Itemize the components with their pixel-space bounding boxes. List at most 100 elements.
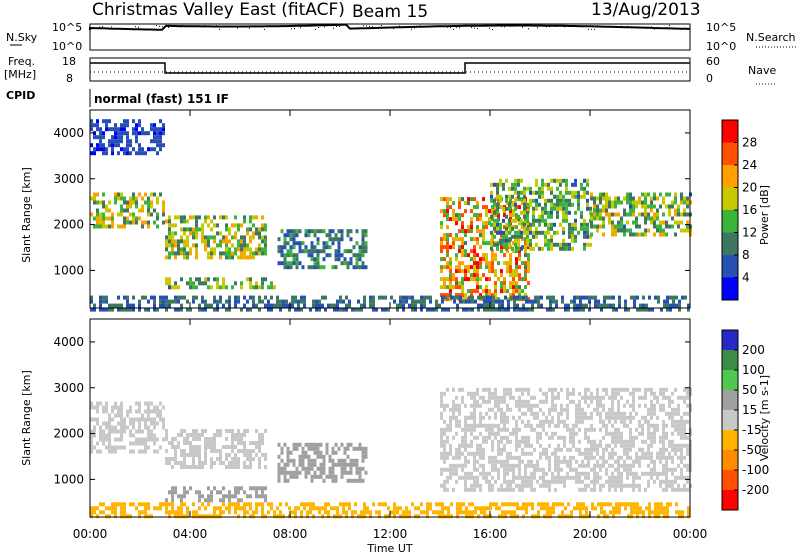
data-cell (162, 200, 165, 205)
data-cell (132, 425, 135, 430)
data-cell (512, 213, 515, 218)
data-cell (243, 235, 246, 240)
data-cell (458, 423, 461, 428)
nsearch-point (489, 27, 490, 29)
data-cell (414, 307, 417, 312)
data-cell (485, 423, 488, 428)
data-cell (687, 514, 690, 519)
data-cell (90, 143, 93, 148)
data-cell (641, 451, 644, 456)
data-cell (534, 295, 537, 300)
data-cell (207, 239, 210, 244)
data-cell (539, 423, 542, 428)
data-cell (674, 443, 677, 448)
nsearch-point (504, 26, 505, 28)
data-cell (198, 514, 201, 519)
data-cell (141, 413, 144, 418)
data-cell (515, 475, 518, 480)
data-cell (357, 514, 360, 519)
data-cell (162, 421, 165, 426)
data-cell (677, 212, 680, 217)
data-cell (408, 295, 411, 300)
data-cell (222, 461, 225, 465)
data-cell (544, 182, 547, 187)
data-cell (349, 462, 353, 467)
data-cell (568, 234, 571, 239)
data-cell (141, 449, 144, 454)
data-cell (270, 303, 273, 308)
data-cell (456, 506, 459, 511)
data-cell (565, 214, 568, 219)
data-cell (444, 295, 447, 300)
data-cell (542, 411, 545, 416)
data-cell (225, 453, 228, 457)
data-cell (608, 483, 611, 488)
data-cell (277, 454, 281, 459)
data-cell (144, 510, 147, 515)
data-cell (506, 451, 509, 456)
data-cell (234, 223, 237, 228)
data-cell (313, 249, 317, 254)
data-cell (261, 215, 264, 220)
data-cell (503, 423, 506, 428)
data-cell (635, 232, 638, 237)
nsky-tick-bottom: 10^0 (52, 40, 82, 53)
data-cell (503, 213, 506, 218)
data-cell (662, 220, 665, 225)
data-cell (369, 299, 372, 304)
data-cell (207, 251, 210, 256)
data-cell (297, 506, 300, 511)
data-cell (132, 131, 135, 136)
data-cell (517, 178, 520, 183)
data-cell (641, 431, 644, 436)
data-cell (461, 225, 464, 230)
nsearch-point (111, 26, 112, 28)
data-cell (512, 467, 515, 472)
time-axis: 00:00 04:00 08:00 12:00 16:00 20:00 00:00 (73, 110, 707, 541)
data-cell (342, 307, 345, 312)
data-cell (518, 415, 521, 420)
data-cell (96, 127, 99, 132)
data-cell (671, 415, 674, 420)
data-cell (96, 417, 99, 422)
data-cell (662, 196, 665, 201)
data-cell (307, 458, 311, 463)
data-cell (123, 421, 126, 426)
data-cell (533, 411, 536, 416)
data-cell (636, 295, 639, 300)
data-cell (556, 178, 559, 183)
data-cell (304, 470, 308, 475)
data-cell (280, 470, 284, 475)
data-cell (249, 215, 252, 220)
data-cell (465, 299, 468, 304)
data-cell (476, 237, 479, 242)
data-cell (527, 297, 530, 302)
data-cell (295, 265, 299, 270)
data-cell (650, 220, 653, 225)
data-cell (255, 215, 258, 220)
data-cell (680, 475, 683, 480)
data-cell (545, 395, 548, 400)
data-cell (503, 245, 506, 250)
data-cell (578, 419, 581, 424)
data-cell (258, 231, 261, 236)
data-cell (99, 437, 102, 442)
data-cell (452, 403, 455, 408)
data-cell (485, 471, 488, 476)
data-cell (467, 443, 470, 448)
data-cell (440, 471, 443, 476)
data-cell (279, 307, 282, 312)
data-cell (545, 431, 548, 436)
data-cell (671, 479, 674, 484)
data-cell (297, 303, 300, 308)
data-cell (458, 387, 461, 392)
data-cell (180, 227, 183, 232)
data-cell (527, 221, 530, 226)
nsearch-point (291, 28, 292, 30)
data-cell (476, 277, 479, 282)
data-cell (563, 479, 566, 484)
data-cell (683, 431, 686, 436)
data-cell (518, 439, 521, 444)
data-cell (393, 502, 396, 507)
data-cell (280, 446, 284, 451)
